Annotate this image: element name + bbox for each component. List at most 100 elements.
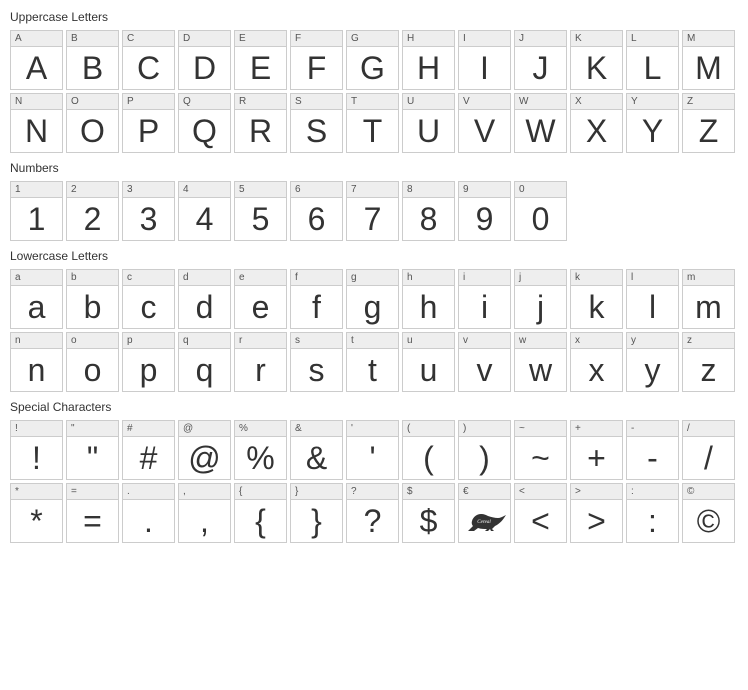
glyph-sample: d <box>179 286 230 328</box>
glyph-sample: u <box>403 349 454 391</box>
glyph-label: z <box>683 333 734 349</box>
glyph-sample: ~ <box>515 437 566 479</box>
glyph-label: " <box>67 421 118 437</box>
glyph-cell: 88 <box>402 181 455 241</box>
glyph-cell: HH <box>402 30 455 90</box>
glyph-label: k <box>571 270 622 286</box>
glyph-sample: Z <box>683 110 734 152</box>
glyph-sample: - <box>627 437 678 479</box>
glyph-sample: k <box>571 286 622 328</box>
glyph-cell: JJ <box>514 30 567 90</box>
glyph-cell: {{ <box>234 483 287 543</box>
glyph-label: g <box>347 270 398 286</box>
glyph-label: ! <box>11 421 62 437</box>
glyph-label: e <box>235 270 286 286</box>
glyph-sample: . <box>123 500 174 542</box>
glyph-cell: 99 <box>458 181 511 241</box>
glyph-cell: mm <box>682 269 735 329</box>
glyph-sample: A <box>11 47 62 89</box>
glyph-sample: V <box>459 110 510 152</box>
glyph-sample: { <box>235 500 286 542</box>
glyph-label: D <box>179 31 230 47</box>
glyph-label: N <box>11 94 62 110</box>
glyph-label: > <box>571 484 622 500</box>
glyph-label: I <box>459 31 510 47</box>
glyph-sample: z <box>683 349 734 391</box>
glyph-sample: Y <box>627 110 678 152</box>
glyph-cell: BB <box>66 30 119 90</box>
glyph-sample: ! <box>11 437 62 479</box>
glyph-label: v <box>459 333 510 349</box>
glyph-label: x <box>571 333 622 349</box>
glyph-label: h <box>403 270 454 286</box>
glyph-label: 6 <box>291 182 342 198</box>
glyph-label: K <box>571 31 622 47</box>
glyph-cell: gg <box>346 269 399 329</box>
glyph-label: l <box>627 270 678 286</box>
glyph-sample: @ <box>179 437 230 479</box>
glyph-cell: 22 <box>66 181 119 241</box>
glyph-cell: II <box>458 30 511 90</box>
glyph-cell: hh <box>402 269 455 329</box>
glyph-label: # <box>123 421 174 437</box>
glyph-cell: ee <box>234 269 287 329</box>
glyph-label: { <box>235 484 286 500</box>
section-title: Numbers <box>10 161 738 175</box>
glyph-cell: nn <box>10 332 63 392</box>
glyph-cell: jj <box>514 269 567 329</box>
glyph-label: = <box>67 484 118 500</box>
glyph-sample: 3 <box>123 198 174 240</box>
glyph-sample: w <box>515 349 566 391</box>
glyph-row: nnooppqqrrssttuuvvwwxxyyzz <box>10 332 738 392</box>
glyph-label: u <box>403 333 454 349</box>
glyph-cell: == <box>66 483 119 543</box>
glyph-sample: E <box>235 47 286 89</box>
glyph-cell: ss <box>290 332 343 392</box>
glyph-label: & <box>291 421 342 437</box>
glyph-row: aabbccddeeffgghhiijjkkllmm <box>10 269 738 329</box>
glyph-label: Y <box>627 94 678 110</box>
glyph-sample: } <box>291 500 342 542</box>
glyph-label: T <box>347 94 398 110</box>
glyph-sample: L <box>627 47 678 89</box>
glyph-cell: // <box>682 420 735 480</box>
glyph-cell: dd <box>178 269 231 329</box>
glyph-label: Q <box>179 94 230 110</box>
glyph-label: A <box>11 31 62 47</box>
glyph-sample: R <box>235 110 286 152</box>
glyph-cell: :: <box>626 483 679 543</box>
glyph-sample: ( <box>403 437 454 479</box>
glyph-cell: OO <box>66 93 119 153</box>
glyph-sample: / <box>683 437 734 479</box>
glyph-label: E <box>235 31 286 47</box>
glyph-cell: xx <box>570 332 623 392</box>
glyph-label: Z <box>683 94 734 110</box>
glyph-sample: F <box>291 47 342 89</box>
section-title: Special Characters <box>10 400 738 414</box>
glyph-sample: m <box>683 286 734 328</box>
glyph-sample: K <box>571 47 622 89</box>
glyph-sample-bird-icon: Cereal <box>459 500 510 542</box>
glyph-row: **==..,,{{}}??$$€ Cereal <<>>::©© <box>10 483 738 543</box>
glyph-cell: ~~ <box>514 420 567 480</box>
glyph-label: t <box>347 333 398 349</box>
glyph-sample: g <box>347 286 398 328</box>
glyph-sample: 4 <box>179 198 230 240</box>
glyph-cell: WW <box>514 93 567 153</box>
glyph-row: !!""##@@%%&&''(())~~++--// <box>10 420 738 480</box>
glyph-label: m <box>683 270 734 286</box>
glyph-label: 8 <box>403 182 454 198</box>
glyph-label: G <box>347 31 398 47</box>
glyph-cell: && <box>290 420 343 480</box>
glyph-sample: P <box>123 110 174 152</box>
glyph-cell: UU <box>402 93 455 153</box>
glyph-label: 3 <box>123 182 174 198</box>
glyph-sample: X <box>571 110 622 152</box>
glyph-label: b <box>67 270 118 286</box>
glyph-cell: GG <box>346 30 399 90</box>
glyph-cell: 77 <box>346 181 399 241</box>
glyph-label: ~ <box>515 421 566 437</box>
glyph-cell: 00 <box>514 181 567 241</box>
glyph-cell: ©© <box>682 483 735 543</box>
glyph-sample: D <box>179 47 230 89</box>
